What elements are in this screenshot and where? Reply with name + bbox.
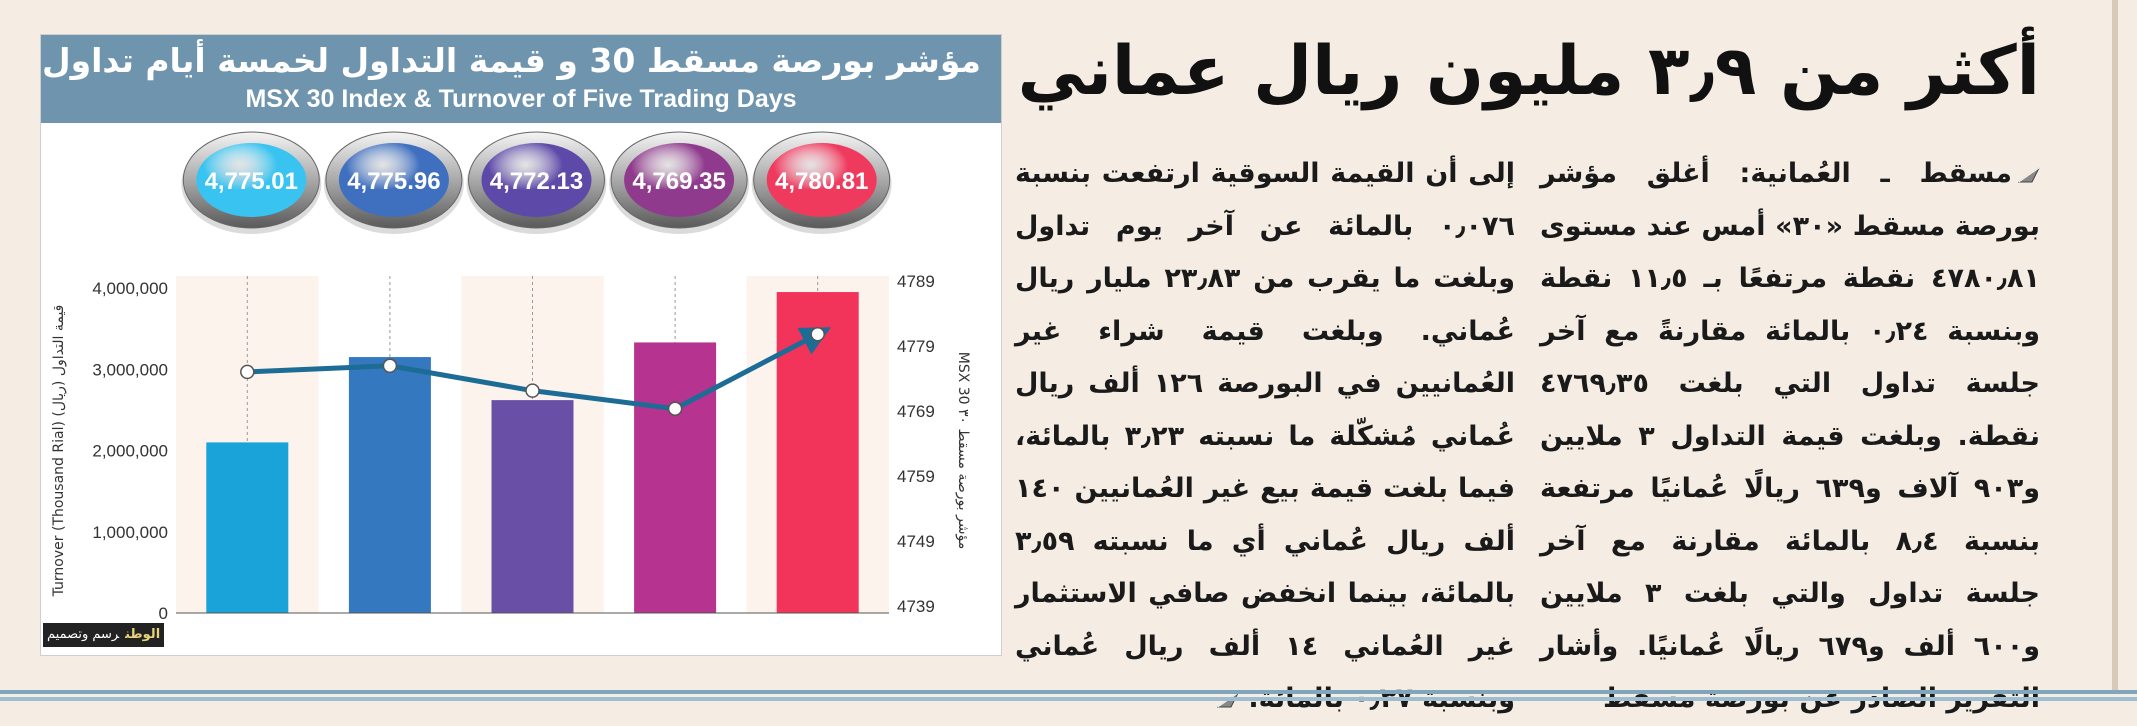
y-right-tick-label: 4749 <box>897 532 935 551</box>
y-left-axis-title: Turnover (Thousand Rial) قيمة التداول (ر… <box>51 305 67 598</box>
infographic-header: مؤشر بورصة مسقط 30 و قيمة التداول لخمسة … <box>41 35 1001 123</box>
index-point <box>667 401 683 416</box>
chart-title-arabic: مؤشر بورصة مسقط 30 و قيمة التداول لخمسة … <box>41 41 981 80</box>
bottom-divider <box>0 690 2137 704</box>
article-column-right: مسقط ـ العُمانية: أغلق مؤشر بورصة مسقط «… <box>1540 148 2040 726</box>
y-left-tick-label: 1,000,000 <box>92 523 168 542</box>
bubble <box>196 143 307 217</box>
chart-title-english: MSX 30 Index & Turnover of Five Trading … <box>245 85 797 113</box>
pen-icon <box>2018 167 2040 183</box>
infographic-panel: مؤشر بورصة مسقط 30 و قيمة التداول لخمسة … <box>40 34 1002 656</box>
index-point <box>382 358 398 374</box>
bar <box>491 400 574 613</box>
index-point <box>525 383 540 398</box>
chart-canvas: 0 1,000,000 2,000,000 3,000,000 4,000,000 473… <box>51 131 971 623</box>
bubble <box>766 143 877 217</box>
index-point <box>240 364 255 380</box>
article-headline: أكثر من ٣٫٩ مليون ريال عماني قيمة تداولا… <box>67 32 2041 111</box>
y-right-tick-label: 4759 <box>897 467 935 486</box>
y-left-tick-label: 0 <box>159 604 168 623</box>
y-left-tick-label: 2,000,000 <box>92 442 168 461</box>
bubble <box>338 143 449 217</box>
y-right-tick-label: 4739 <box>897 597 935 616</box>
y-right-tick-label: 4769 <box>897 402 935 421</box>
y-left-tick-label: 3,000,000 <box>92 360 168 379</box>
article-text-right: مسقط ـ العُمانية: أغلق مؤشر بورصة مسقط «… <box>1540 158 2041 714</box>
bar <box>206 442 289 613</box>
bubble-index-label: 4,780.81 <box>775 168 868 195</box>
bubble-index-label: 4,775.96 <box>347 168 440 195</box>
bubble <box>481 143 592 217</box>
column-divider <box>2112 0 2118 690</box>
y-right-tick-label: 4779 <box>897 337 935 356</box>
bubble-index-label: 4,769.35 <box>632 168 725 195</box>
index-point <box>810 326 825 342</box>
bubble <box>624 143 735 217</box>
bubble-index-label: 4,775.01 <box>205 168 298 195</box>
bubble-index-label: 4,772.13 <box>490 168 583 195</box>
bar <box>634 342 717 613</box>
article-text-left: إلى أن القيمة السوقية ارتفعت بنسبة ٠٫٠٧٦… <box>1015 158 1515 714</box>
credit-brand: الوطن <box>125 627 161 642</box>
article-column-left: إلى أن القيمة السوقية ارتفعت بنسبة ٠٫٠٧٦… <box>1015 148 1515 726</box>
credit-label: رسم وتصميم <box>47 627 120 642</box>
y-right-axis-title: MSX 30 مؤشر بورصة مسقط ٣٠ <box>955 352 971 550</box>
y-left-tick-label: 4,000,000 <box>92 279 168 298</box>
bar <box>348 357 431 613</box>
design-credit: الوطن رسم وتصميم <box>43 623 165 647</box>
y-right-tick-label: 4789 <box>897 272 935 291</box>
